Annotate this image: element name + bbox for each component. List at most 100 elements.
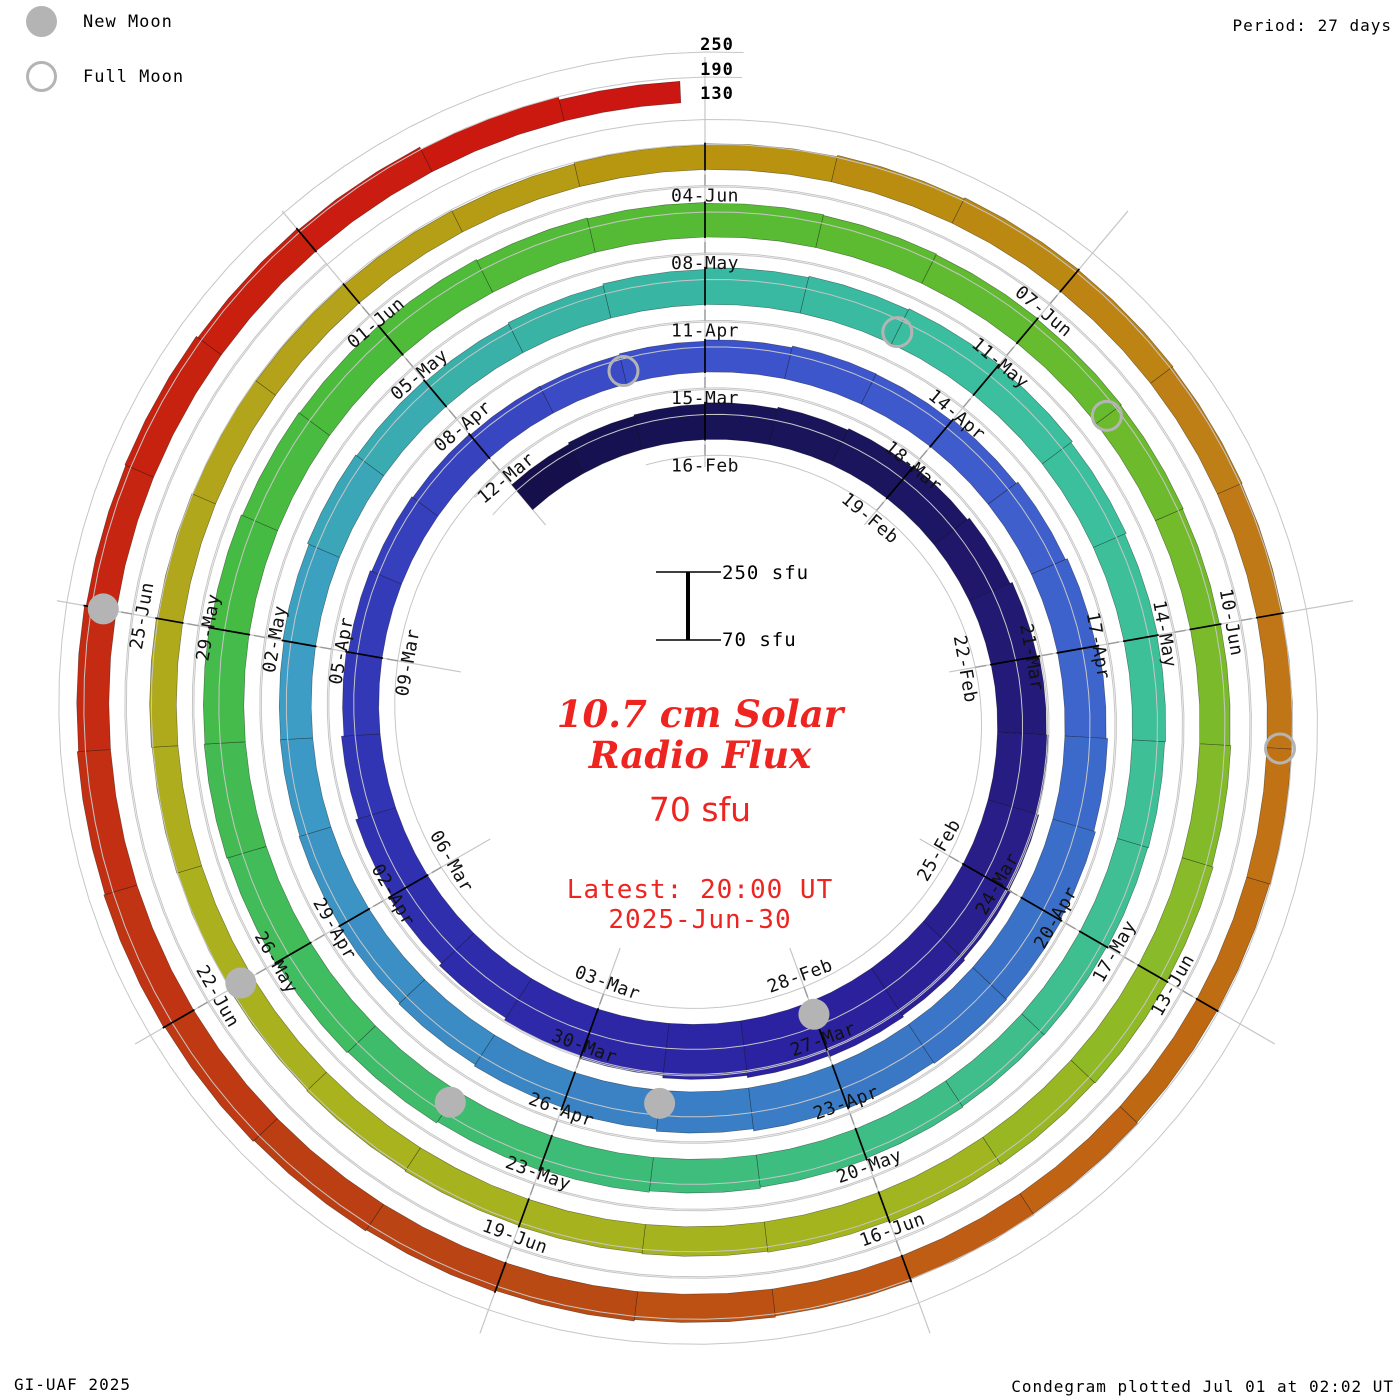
flux-level-gridlines bbox=[58, 51, 1318, 1345]
flux-day-segment bbox=[1057, 645, 1107, 739]
flux-day-segment bbox=[124, 335, 222, 478]
flux-day-segment bbox=[587, 202, 706, 253]
flux-day-segment bbox=[355, 807, 428, 897]
center-annotation: 10.7 cm Solar Radio Flux 70 sfu Latest: … bbox=[0, 692, 1400, 936]
flux-day-segment bbox=[831, 155, 965, 224]
legend-label: Full Moon bbox=[83, 66, 185, 87]
flux-day-segment bbox=[242, 412, 331, 531]
flux-day-segment bbox=[641, 1221, 769, 1257]
chart-title-line1: 10.7 cm Solar bbox=[556, 692, 844, 736]
radial-axis-labels: 250 190 130 bbox=[687, 33, 747, 107]
legend-item-new-moon: New Moon bbox=[26, 6, 184, 37]
moon-markers bbox=[87, 316, 1297, 1119]
flux-day-segment bbox=[982, 1059, 1095, 1165]
latest-time-label: Latest: 20:00 UT bbox=[566, 875, 834, 905]
flux-day-segment bbox=[972, 897, 1062, 1000]
flux-day-segment bbox=[1150, 366, 1243, 495]
date-tick-label: 09-Mar bbox=[392, 627, 424, 698]
flux-day-segment bbox=[763, 1192, 890, 1253]
flux-day-segment bbox=[815, 215, 937, 284]
flux-day-segment bbox=[987, 481, 1066, 575]
flux-day-segment bbox=[511, 443, 584, 511]
latest-date-label: 2025-Jun-30 bbox=[608, 905, 792, 935]
full-moon-marker bbox=[881, 316, 914, 349]
flux-day-segment bbox=[103, 884, 195, 1028]
flux-day-segment bbox=[704, 402, 778, 445]
flux-day-segment bbox=[156, 493, 216, 624]
new-moon-marker bbox=[644, 1087, 676, 1119]
flux-day-segment bbox=[341, 733, 396, 820]
flux-day-segment bbox=[424, 323, 524, 407]
flux-day-segment bbox=[784, 345, 877, 405]
date-tick-label: 11-Apr bbox=[671, 321, 739, 342]
date-tick-label: 28-Feb bbox=[765, 955, 836, 998]
scale-max-label: 250 sfu bbox=[722, 562, 810, 584]
flux-day-segment bbox=[371, 496, 439, 585]
flux-day-segment bbox=[649, 1154, 761, 1194]
period-label: Period: 27 days bbox=[1232, 16, 1392, 35]
date-tick-label: 15-Mar bbox=[671, 388, 739, 409]
flux-day-segment bbox=[602, 269, 706, 319]
flux-day-segment bbox=[473, 1034, 576, 1108]
scale-min-label: 70 sfu bbox=[722, 629, 797, 651]
new-moon-icon bbox=[26, 6, 57, 37]
tick-marks bbox=[83, 142, 1284, 1294]
flux-spiral-bands bbox=[76, 80, 1293, 1323]
flux-scale-bar bbox=[656, 571, 721, 641]
flux-day-segment bbox=[469, 385, 554, 459]
flux-day-segment bbox=[398, 979, 495, 1066]
flux-day-segment bbox=[307, 454, 385, 558]
flux-day-segment bbox=[297, 146, 433, 252]
flux-day-segment bbox=[704, 202, 824, 248]
flux-day-segment bbox=[748, 1065, 848, 1132]
flux-day-segment bbox=[1019, 1106, 1138, 1215]
flux-day-segment bbox=[282, 543, 340, 647]
radial-axis-label-190: 190 bbox=[700, 59, 734, 80]
radial-axis-label-130: 130 bbox=[700, 84, 734, 104]
flux-day-segment bbox=[704, 143, 838, 183]
new-moon-marker bbox=[798, 998, 830, 1030]
flux-day-segment bbox=[365, 1203, 506, 1293]
new-moon-marker bbox=[225, 967, 257, 999]
flux-day-segment bbox=[1117, 739, 1166, 849]
flux-day-segment bbox=[558, 80, 682, 122]
date-tick-label: 16-Feb bbox=[671, 456, 739, 477]
flux-day-segment bbox=[908, 967, 1008, 1064]
flux-day-segment bbox=[306, 1071, 421, 1171]
flux-day-segment bbox=[76, 749, 138, 895]
flux-day-segment bbox=[279, 737, 332, 837]
legend-label: New Moon bbox=[83, 11, 173, 32]
date-tick-label: 03-Mar bbox=[572, 962, 643, 1005]
flux-day-segment bbox=[973, 365, 1073, 465]
moon-legend: New Moon Full Moon bbox=[26, 6, 184, 92]
flux-day-segment bbox=[476, 217, 596, 293]
flux-day-segment bbox=[567, 415, 643, 474]
flux-day-segment bbox=[704, 267, 810, 314]
flux-day-segment bbox=[799, 275, 909, 345]
full-moon-marker bbox=[1264, 732, 1297, 765]
date-tick-label: 04-Jun bbox=[671, 186, 739, 207]
full-moon-marker bbox=[1090, 399, 1123, 432]
full-moon-marker bbox=[607, 355, 640, 388]
flux-day-segment bbox=[573, 144, 706, 187]
flux-day-segment bbox=[662, 1020, 748, 1080]
flux-day-segment bbox=[507, 285, 612, 353]
flux-day-segment bbox=[298, 826, 370, 927]
flux-day-segment bbox=[1052, 735, 1109, 832]
new-moon-marker bbox=[87, 593, 119, 625]
flux-day-segment bbox=[633, 403, 706, 450]
flux-day-segment bbox=[1060, 269, 1174, 384]
flux-day-segment bbox=[438, 932, 533, 1019]
flux-day-segment bbox=[404, 1147, 530, 1226]
flux-day-segment bbox=[987, 731, 1049, 815]
plotted-timestamp-label: Condegram plotted Jul 01 at 02:02 UT bbox=[1011, 1377, 1394, 1396]
full-moon-icon bbox=[26, 61, 57, 92]
flux-day-segment bbox=[1021, 931, 1108, 1036]
flux-day-segment bbox=[451, 163, 581, 233]
flux-day-segment bbox=[347, 570, 402, 659]
new-moon-marker bbox=[434, 1086, 466, 1118]
current-flux-value: 70 sfu bbox=[648, 790, 752, 829]
flux-day-segment bbox=[756, 1128, 868, 1188]
